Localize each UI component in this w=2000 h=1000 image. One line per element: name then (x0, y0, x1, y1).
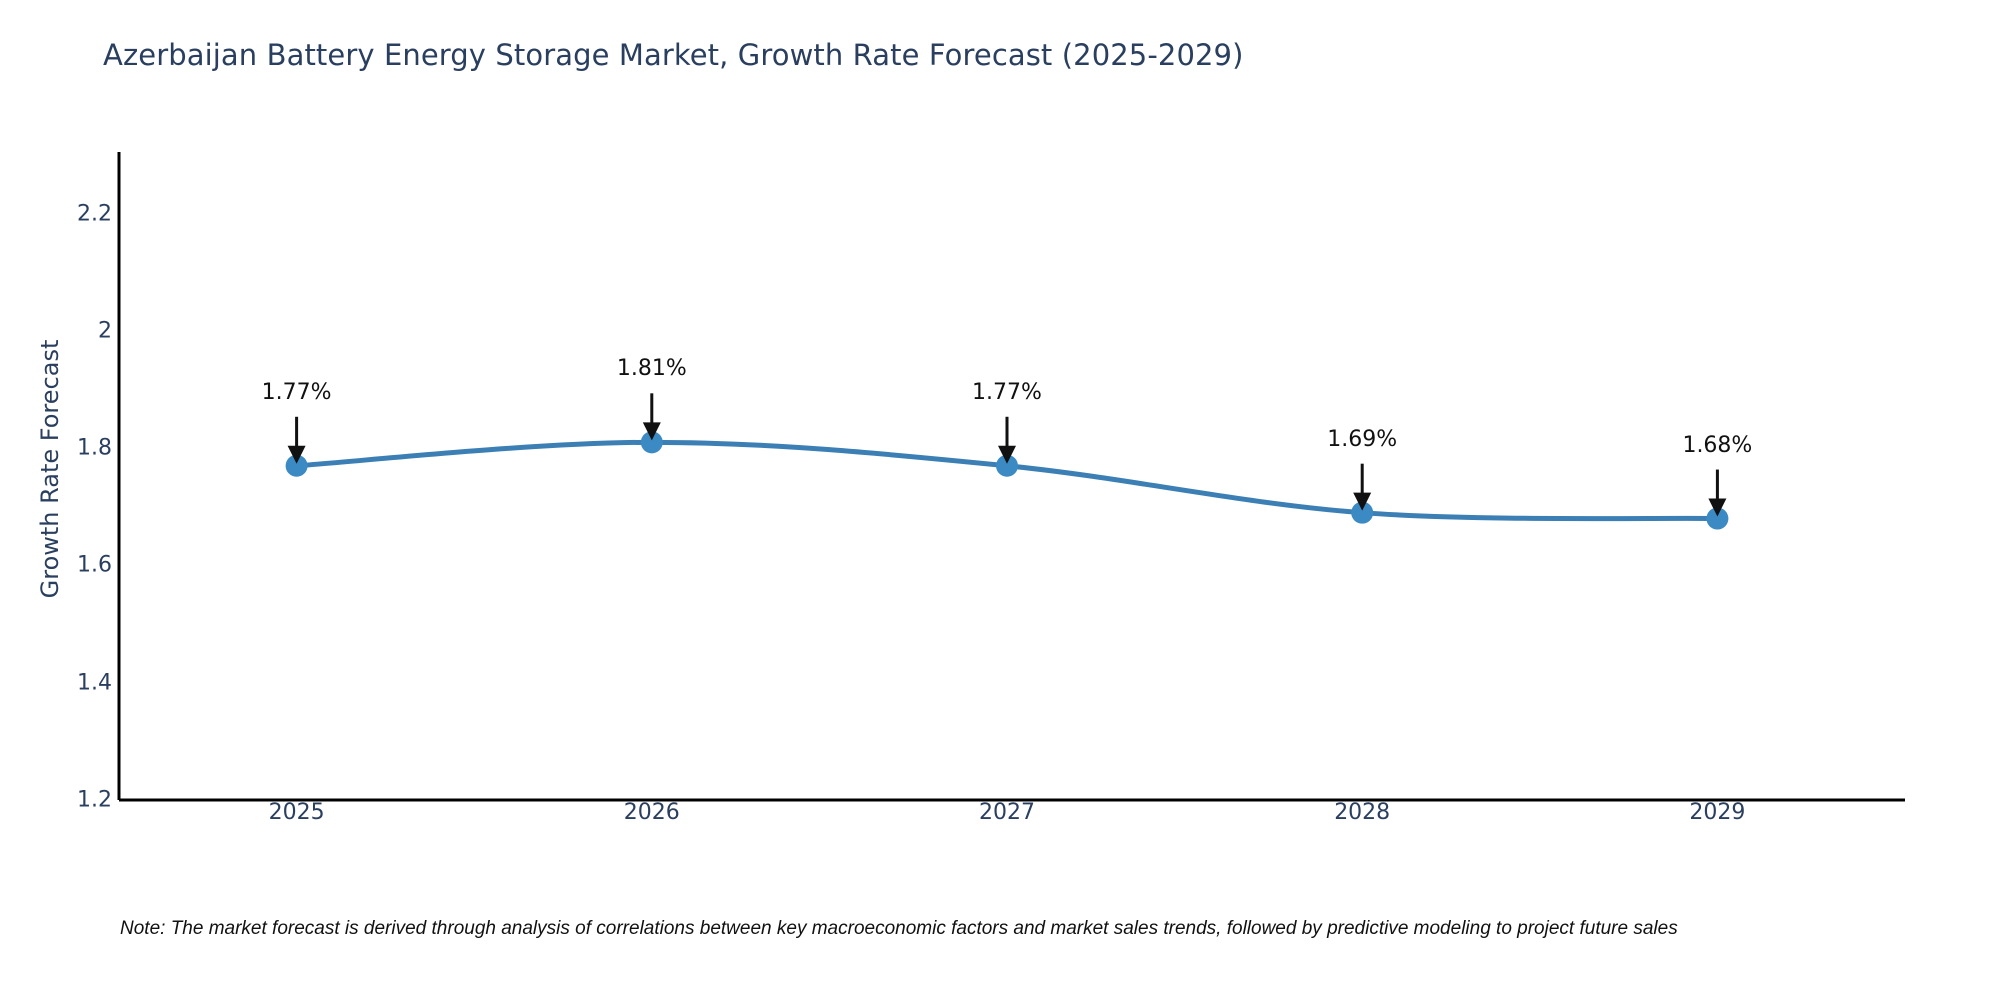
y-axis-tick-label: 1.4 (77, 670, 112, 696)
annotation-arrow-head (1708, 498, 1727, 517)
data-point-marker[interactable] (996, 454, 1018, 477)
data-point-marker[interactable] (285, 454, 308, 477)
data-point-annotation: 1.68% (1682, 432, 1753, 458)
y-axis-tick-labels: 1.2 1.4 1.6 1.8 2 2.2 (0, 0, 112, 1000)
chart-title: Azerbaijan Battery Energy Storage Market… (103, 38, 1244, 72)
data-point-annotation: 1.77% (972, 379, 1042, 405)
y-axis-tick-label: 1.8 (77, 435, 112, 461)
data-point-markers (285, 431, 1729, 530)
x-axis-tick-label: 2028 (1334, 800, 1391, 825)
y-axis-tick-label: 1.2 (77, 787, 112, 813)
data-point-annotation: 1.69% (1327, 426, 1398, 452)
data-point-marker[interactable] (1706, 507, 1729, 530)
axis-lines (117, 152, 1905, 802)
y-axis-tick-label: 2 (98, 318, 112, 344)
annotation-arrow-head (287, 445, 306, 464)
y-axis-tick-label: 1.6 (77, 552, 112, 578)
data-point-annotation: 1.81% (616, 356, 687, 382)
data-point-marker[interactable] (640, 431, 663, 454)
annotation-arrow-head (642, 422, 661, 441)
y-axis-tick-label: 2.2 (77, 201, 112, 227)
annotation-arrow-head (1353, 492, 1372, 511)
data-point-marker[interactable] (1351, 501, 1374, 524)
data-point-annotation: 1.77% (261, 379, 332, 405)
x-axis-tick-label: 2026 (623, 800, 680, 825)
annotation-arrows (287, 393, 1727, 517)
x-axis-tick-label: 2029 (1689, 800, 1746, 825)
x-axis-tick-label: 2027 (979, 800, 1035, 825)
annotation-arrow-head (998, 445, 1016, 464)
x-axis-tick-label: 2025 (268, 800, 325, 825)
footer-note: Note: The market forecast is derived thr… (120, 918, 1678, 939)
